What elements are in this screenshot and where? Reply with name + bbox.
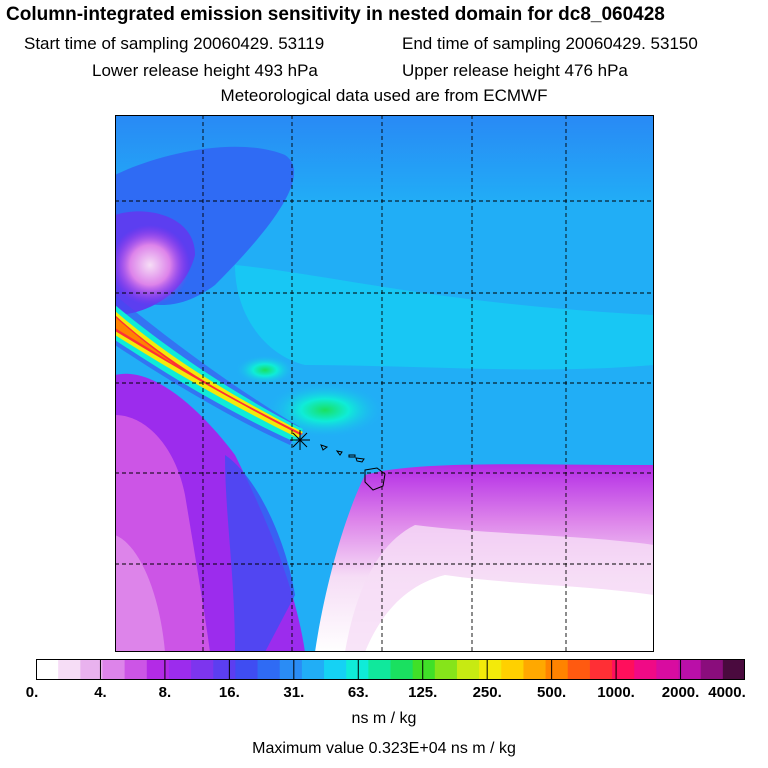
scale-tick-label: 8.	[158, 684, 172, 701]
color-swatch	[257, 659, 281, 680]
scale-tick-label: 1000.	[597, 684, 635, 701]
units-label: ns m / kg	[351, 710, 417, 727]
eastern-cyan-band	[235, 265, 654, 370]
green-patch-west	[235, 355, 295, 385]
color-swatch	[168, 659, 192, 680]
color-swatch	[434, 659, 458, 680]
color-swatch	[146, 659, 170, 680]
release-site-marker	[290, 430, 310, 450]
color-swatch	[279, 659, 303, 680]
map-grid	[115, 115, 654, 652]
scale-tick-label: 16.	[218, 684, 240, 701]
color-swatch	[634, 659, 657, 680]
color-scale-bar	[36, 659, 745, 680]
color-swatch	[412, 659, 436, 680]
green-cyan-patch	[265, 382, 385, 438]
upper-height-label: Upper release height 476 hPa	[402, 61, 628, 80]
scale-tick-label: 4.	[94, 684, 107, 701]
lower-height-label: Lower release height 493 hPa	[92, 61, 318, 80]
sensitivity-map	[115, 115, 654, 652]
color-swatch	[368, 659, 391, 680]
color-swatch	[301, 659, 325, 680]
color-swatch	[545, 659, 569, 680]
color-swatch	[36, 659, 59, 680]
south-blue-tongue	[225, 455, 295, 652]
color-swatch	[656, 659, 680, 680]
map-frame	[115, 115, 654, 652]
color-swatch	[124, 659, 148, 680]
scale-tick-label: 250.	[472, 684, 502, 701]
scale-tick-label: 31.	[283, 684, 305, 701]
max-value-label: Maximum value 0.323E+04 ns m / kg	[252, 740, 516, 757]
end-time-label: End time of sampling 20060429. 53150	[402, 34, 698, 53]
color-swatch	[523, 659, 547, 680]
color-swatch	[612, 659, 635, 680]
color-swatch	[479, 659, 502, 680]
color-swatch	[324, 659, 347, 680]
color-swatch	[191, 659, 214, 680]
scale-tick-label: 63.	[347, 684, 369, 701]
color-swatch	[700, 659, 724, 680]
start-time-label: Start time of sampling 20060429. 53119	[24, 34, 325, 53]
southwest-light-region	[115, 535, 165, 652]
scale-tick-label: 2000.	[661, 684, 700, 701]
color-swatch	[58, 659, 81, 680]
color-swatch	[567, 659, 591, 680]
scale-frame	[36, 659, 745, 680]
southern-white-region	[365, 575, 654, 652]
color-swatch	[501, 659, 524, 680]
scale-tick-label: 0.	[25, 684, 39, 701]
plot-title: Column-integrated emission sensitivity i…	[6, 4, 665, 25]
northwest-light-blob	[115, 225, 190, 305]
color-swatch	[390, 659, 414, 680]
island-outlines	[320, 444, 386, 491]
scale-tick-label: 125.	[408, 684, 438, 701]
color-swatch	[346, 659, 369, 680]
color-swatch	[235, 659, 259, 680]
color-swatch	[589, 659, 613, 680]
color-swatch	[722, 659, 745, 680]
color-swatch	[80, 659, 103, 680]
color-swatch	[456, 659, 480, 680]
color-swatch	[102, 659, 126, 680]
color-swatch	[678, 659, 702, 680]
scale-tick-label: 500.	[537, 684, 567, 701]
color-swatch	[213, 659, 236, 680]
scale-tick-label: 4000.	[708, 684, 746, 701]
met-data-label: Meteorological data used are from ECMWF	[220, 86, 548, 105]
